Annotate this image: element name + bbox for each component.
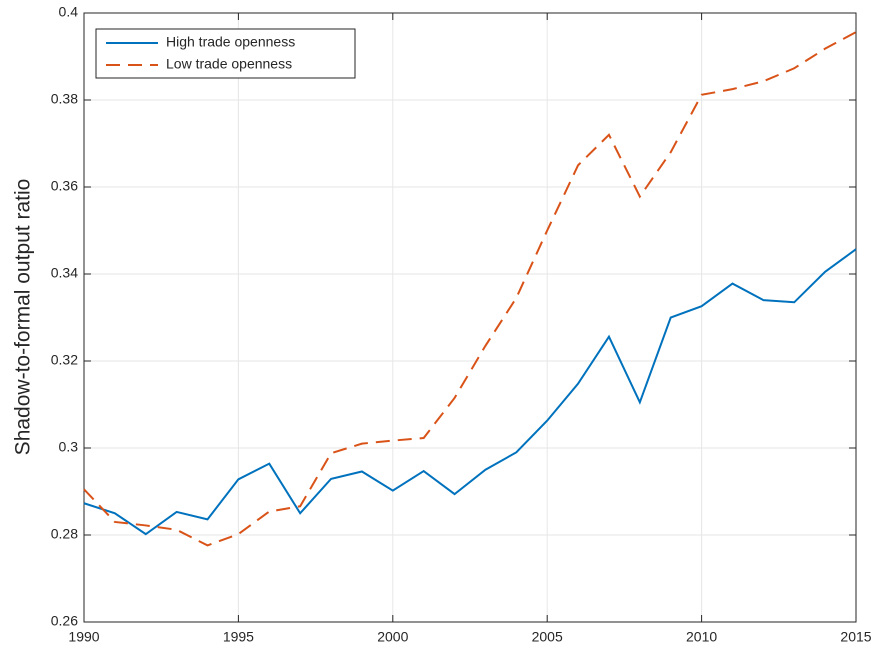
y-axis-label: Shadow-to-formal output ratio [12, 179, 35, 456]
x-tick-label: 1990 [68, 629, 99, 645]
y-tick-label: 0.26 [51, 613, 78, 629]
x-tick-label: 2010 [686, 629, 717, 645]
x-tick-label: 2000 [377, 629, 408, 645]
series-line [83, 31, 857, 547]
x-tick-label: 1995 [223, 629, 254, 645]
y-tick-label: 0.34 [51, 265, 78, 281]
y-tick-label: 0.4 [59, 4, 79, 20]
x-tick-label: 2005 [532, 629, 563, 645]
y-tick-label: 0.28 [51, 526, 78, 542]
legend-label: Low trade openness [166, 56, 292, 72]
legend-box [95, 28, 356, 79]
plot-frame [83, 12, 857, 623]
legend: High trade openness Low trade openness [95, 28, 356, 79]
y-tick-label: 0.32 [51, 352, 78, 368]
y-tick-label: 0.38 [51, 91, 78, 107]
y-tick-label: 0.3 [59, 439, 79, 455]
x-tick-label: 2015 [840, 629, 871, 645]
series-line [83, 248, 857, 536]
y-tick-label: 0.36 [51, 178, 78, 194]
legend-label: High trade openness [166, 34, 295, 50]
